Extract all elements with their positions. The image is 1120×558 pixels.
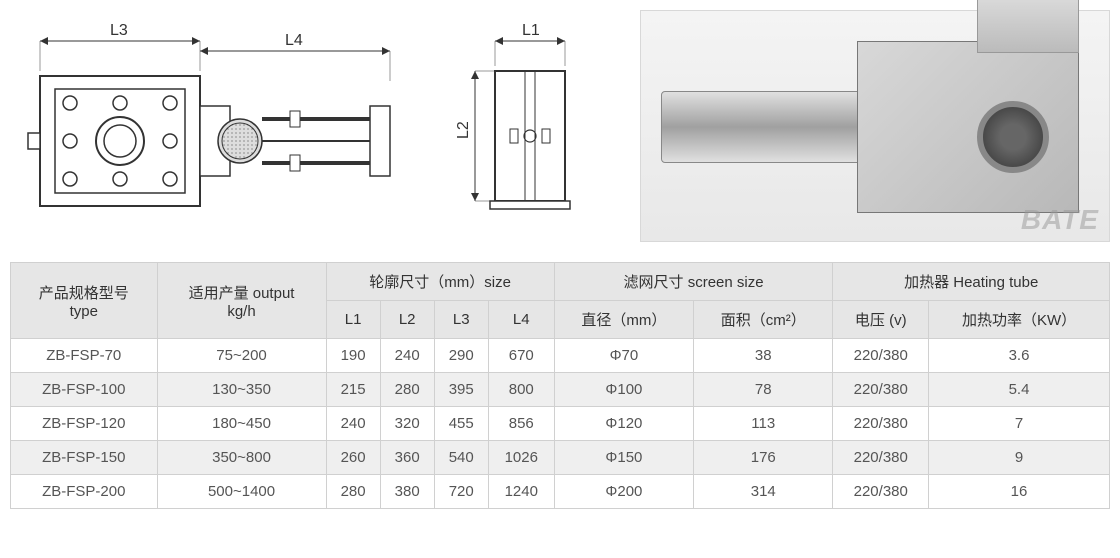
cell-output: 500~1400	[157, 475, 326, 509]
th-l4: L4	[488, 301, 554, 339]
cell-L3: 395	[434, 373, 488, 407]
th-area: 面积（cm²）	[694, 301, 833, 339]
cell-L1: 215	[326, 373, 380, 407]
cell-L3: 720	[434, 475, 488, 509]
th-l3: L3	[434, 301, 488, 339]
cell-L1: 280	[326, 475, 380, 509]
cell-L4: 856	[488, 407, 554, 441]
cell-pw: 5.4	[929, 373, 1110, 407]
cell-L2: 280	[380, 373, 434, 407]
th-size-group: 轮廓尺寸（mm）size	[326, 263, 554, 301]
cell-L4: 800	[488, 373, 554, 407]
th-diameter: 直径（mm）	[554, 301, 693, 339]
cell-L2: 320	[380, 407, 434, 441]
cell-area: 78	[694, 373, 833, 407]
th-power: 加热功率（KW）	[929, 301, 1110, 339]
cell-dia: Φ200	[554, 475, 693, 509]
cell-type: ZB-FSP-100	[11, 373, 158, 407]
th-heater-group: 加热器 Heating tube	[833, 263, 1110, 301]
cell-pw: 9	[929, 441, 1110, 475]
table-row: ZB-FSP-100130~350215280395800Φ10078220/3…	[11, 373, 1110, 407]
cell-area: 314	[694, 475, 833, 509]
cell-volt: 220/380	[833, 339, 929, 373]
dim-l2: L2	[455, 121, 472, 139]
cell-area: 176	[694, 441, 833, 475]
th-voltage: 电压 (v)	[833, 301, 929, 339]
th-l2: L2	[380, 301, 434, 339]
table-row: ZB-FSP-7075~200190240290670Φ7038220/3803…	[11, 339, 1110, 373]
diagram-front: L3 L4	[10, 11, 410, 241]
cell-L4: 1240	[488, 475, 554, 509]
cell-output: 130~350	[157, 373, 326, 407]
cell-L2: 240	[380, 339, 434, 373]
th-output: 适用产量 output kg/h	[157, 263, 326, 339]
product-photo: BATE	[640, 10, 1110, 242]
table-row: ZB-FSP-200500~14002803807201240Φ20031422…	[11, 475, 1110, 509]
cell-L1: 240	[326, 407, 380, 441]
cell-L1: 190	[326, 339, 380, 373]
spec-table-body: ZB-FSP-7075~200190240290670Φ7038220/3803…	[11, 339, 1110, 509]
cell-L2: 380	[380, 475, 434, 509]
cell-type: ZB-FSP-200	[11, 475, 158, 509]
table-row: ZB-FSP-120180~450240320455856Φ120113220/…	[11, 407, 1110, 441]
cell-dia: Φ120	[554, 407, 693, 441]
cell-pw: 3.6	[929, 339, 1110, 373]
cell-L3: 455	[434, 407, 488, 441]
cell-L3: 290	[434, 339, 488, 373]
cell-volt: 220/380	[833, 407, 929, 441]
cell-output: 180~450	[157, 407, 326, 441]
th-type: 产品规格型号 type	[11, 263, 158, 339]
cell-area: 38	[694, 339, 833, 373]
cell-output: 75~200	[157, 339, 326, 373]
th-l1: L1	[326, 301, 380, 339]
cell-L4: 670	[488, 339, 554, 373]
diagram-side: L1 L2	[450, 11, 600, 241]
dim-l1: L1	[522, 22, 540, 39]
cell-pw: 16	[929, 475, 1110, 509]
cell-L2: 360	[380, 441, 434, 475]
watermark: BATE	[1021, 204, 1099, 236]
cell-type: ZB-FSP-120	[11, 407, 158, 441]
cell-dia: Φ150	[554, 441, 693, 475]
dim-l3: L3	[110, 22, 128, 39]
cell-L3: 540	[434, 441, 488, 475]
cell-volt: 220/380	[833, 373, 929, 407]
table-row: ZB-FSP-150350~8002603605401026Φ150176220…	[11, 441, 1110, 475]
top-section: L3 L4	[10, 10, 1110, 242]
cell-volt: 220/380	[833, 441, 929, 475]
cell-output: 350~800	[157, 441, 326, 475]
dim-l4: L4	[285, 32, 303, 49]
cell-area: 113	[694, 407, 833, 441]
cell-type: ZB-FSP-150	[11, 441, 158, 475]
spec-table: 产品规格型号 type 适用产量 output kg/h 轮廓尺寸（mm）siz…	[10, 262, 1110, 509]
cell-L4: 1026	[488, 441, 554, 475]
cell-L1: 260	[326, 441, 380, 475]
cell-dia: Φ70	[554, 339, 693, 373]
cell-dia: Φ100	[554, 373, 693, 407]
cell-pw: 7	[929, 407, 1110, 441]
th-screen-group: 滤网尺寸 screen size	[554, 263, 833, 301]
cell-type: ZB-FSP-70	[11, 339, 158, 373]
cell-volt: 220/380	[833, 475, 929, 509]
